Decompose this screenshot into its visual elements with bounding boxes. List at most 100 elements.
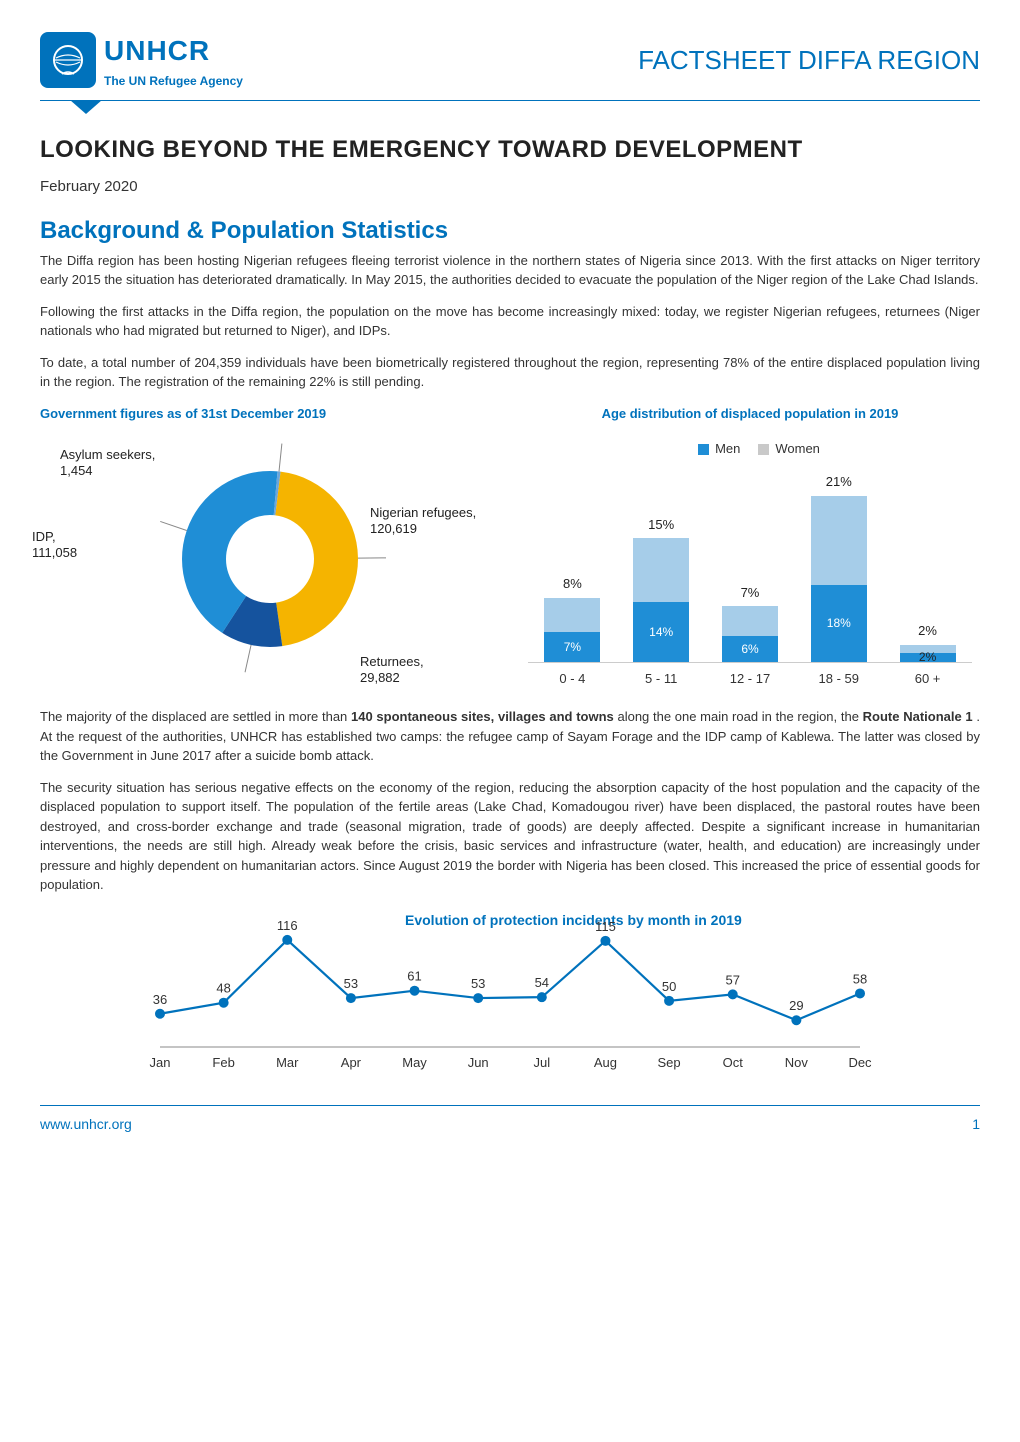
line-chart-title: Evolution of protection incidents by mon…	[405, 912, 742, 928]
paragraph: To date, a total number of 204,359 indiv…	[40, 353, 980, 392]
line-value-label: 54	[535, 975, 549, 990]
donut-title: Government figures as of 31st December 2…	[40, 404, 500, 424]
paragraph: The majority of the displaced are settle…	[40, 707, 980, 766]
line-marker	[346, 993, 356, 1003]
legend-swatch-women	[758, 444, 769, 455]
donut-chart-col: Government figures as of 31st December 2…	[40, 404, 500, 690]
line-x-label: Jan	[150, 1055, 171, 1070]
bar-segment-men: 2%	[900, 653, 956, 662]
bar-segment-men: 18%	[811, 585, 867, 662]
line-value-label: 115	[595, 918, 616, 933]
unhcr-logo: UNHCR The UN Refugee Agency	[40, 30, 243, 90]
page-number: 1	[972, 1114, 980, 1135]
bar-col: 21%18%	[803, 496, 874, 662]
donut-segment-label: Asylum seekers,1,454	[60, 447, 155, 478]
age-chart-col: Age distribution of displaced population…	[520, 404, 980, 690]
bar-x-label: 60 +	[892, 669, 963, 689]
bold-span: Route Nationale 1	[863, 709, 973, 724]
bar-col: 7%6%	[714, 606, 785, 661]
page-header: UNHCR The UN Refugee Agency FACTSHEET DI…	[40, 30, 980, 90]
line-chart-wrap: Evolution of protection incidents by mon…	[40, 907, 980, 1077]
text-span: The majority of the displaced are settle…	[40, 709, 351, 724]
bar-segment-men: 14%	[633, 602, 689, 662]
logo-text: UNHCR The UN Refugee Agency	[104, 30, 243, 90]
document-title: LOOKING BEYOND THE EMERGENCY TOWARD DEVE…	[40, 132, 980, 168]
line-x-label: Jun	[468, 1055, 489, 1070]
unhcr-logo-icon	[40, 32, 96, 88]
line-x-label: Oct	[723, 1055, 744, 1070]
line-value-label: 48	[216, 980, 230, 995]
line-value-label: 50	[662, 978, 676, 993]
line-marker	[473, 993, 483, 1003]
line-marker	[728, 989, 738, 999]
bar-segment-women	[722, 606, 778, 636]
bar-x-axis: 0 - 4 5 - 11 12 - 17 18 - 59 60 +	[528, 663, 972, 689]
paragraph: The security situation has serious negat…	[40, 778, 980, 895]
line-value-label: 29	[789, 998, 803, 1013]
bold-span: 140 spontaneous sites, villages and town…	[351, 709, 614, 724]
donut-segment	[275, 472, 358, 647]
line-chart-svg: Evolution of protection incidents by mon…	[120, 907, 900, 1077]
line-chart: Evolution of protection incidents by mon…	[40, 907, 980, 1077]
line-marker	[537, 992, 547, 1002]
line-x-label: Nov	[785, 1055, 809, 1070]
bar-value-label: 18%	[827, 614, 851, 632]
bar-x-label: 5 - 11	[626, 669, 697, 689]
line-x-label: Aug	[594, 1055, 617, 1070]
line-value-label: 36	[153, 991, 167, 1006]
bar-segment-women	[544, 598, 600, 632]
footer-link[interactable]: www.unhcr.org	[40, 1114, 132, 1135]
legend-swatch-men	[698, 444, 709, 455]
bar-x-label: 0 - 4	[537, 669, 608, 689]
line-marker	[855, 988, 865, 998]
text-span: along the one main road in the region, t…	[617, 709, 862, 724]
document-date: February 2020	[40, 176, 980, 199]
bar-value-label: 21%	[826, 472, 852, 492]
bar-segment-men: 6%	[722, 636, 778, 662]
bar-x-label: 12 - 17	[714, 669, 785, 689]
bar-col: 2%2%	[892, 645, 963, 662]
bar-value-label: 6%	[741, 640, 758, 658]
line-value-label: 57	[725, 972, 739, 987]
line-marker	[282, 934, 292, 944]
bar-segment-women	[811, 496, 867, 585]
line-marker	[410, 985, 420, 995]
paragraph: The Diffa region has been hosting Nigeri…	[40, 251, 980, 290]
logo-sub: The UN Refugee Agency	[104, 72, 243, 90]
age-legend: MenWomen	[520, 439, 980, 459]
line-marker	[664, 995, 674, 1005]
bar-value-label: 2%	[919, 648, 936, 666]
bar-x-label: 18 - 59	[803, 669, 874, 689]
line-x-label: May	[402, 1055, 427, 1070]
line-value-label: 53	[344, 976, 358, 991]
charts-row: Government figures as of 31st December 2…	[40, 404, 980, 690]
header-right-title: FACTSHEET DIFFA REGION	[638, 41, 980, 80]
logo-main: UNHCR	[104, 30, 243, 72]
line-x-label: Apr	[341, 1055, 362, 1070]
bar-segment-women	[633, 538, 689, 602]
section-heading: Background & Population Statistics	[40, 213, 980, 249]
footer-divider	[40, 1105, 980, 1106]
bars-area: 8%7%15%14%7%6%21%18%2%2%	[528, 483, 972, 663]
legend-label-men: Men	[715, 441, 740, 456]
line-x-label: Feb	[212, 1055, 234, 1070]
donut-segment-label: IDP,111,058	[32, 529, 77, 560]
donut-segment-label: Returnees,29,882	[360, 654, 424, 685]
donut-chart: Nigerian refugees,120,619 Returnees,29,88…	[40, 429, 500, 689]
line-value-label: 61	[407, 968, 421, 983]
line-value-label: 53	[471, 976, 485, 991]
line-value-label: 58	[853, 971, 867, 986]
chevron-down-icon	[70, 100, 102, 114]
line-x-label: Sep	[658, 1055, 681, 1070]
line-marker	[791, 1015, 801, 1025]
line-value-label: 116	[277, 917, 298, 932]
line-marker	[219, 997, 229, 1007]
line-x-label: Dec	[848, 1055, 872, 1070]
bar-value-label: 7%	[741, 583, 760, 603]
donut-title-text: Government figures as of 31st December 2…	[40, 406, 326, 421]
bar-col: 8%7%	[537, 598, 608, 662]
donut-segment-label: Nigerian refugees,120,619	[370, 505, 476, 536]
line-x-label: Mar	[276, 1055, 299, 1070]
bar-value-label: 8%	[563, 574, 582, 594]
line-marker	[600, 935, 610, 945]
